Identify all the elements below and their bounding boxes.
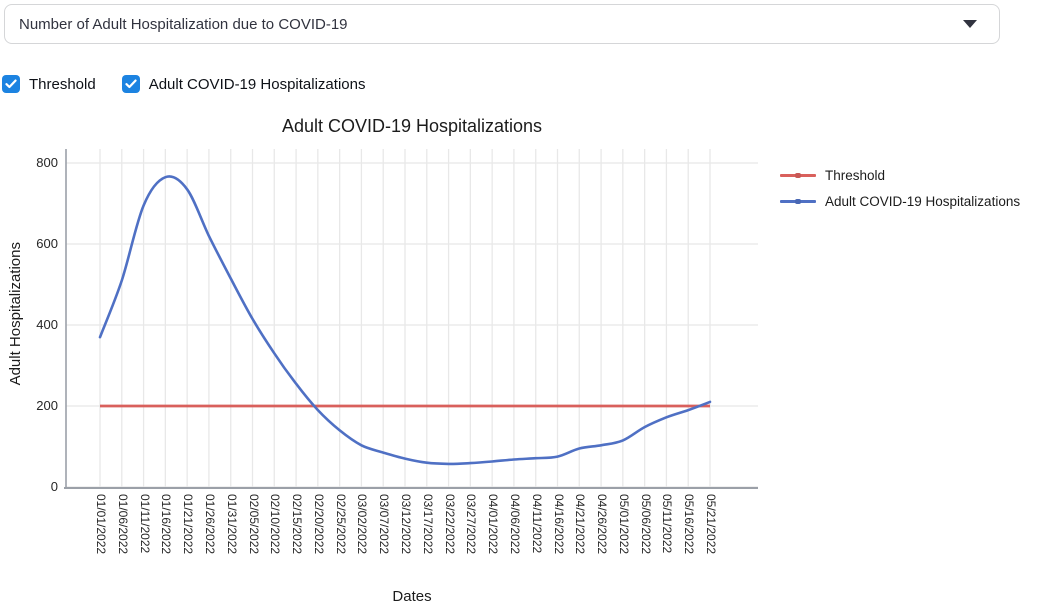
y-tick-label: 400 bbox=[36, 317, 58, 332]
y-tick-label: 0 bbox=[50, 479, 58, 494]
x-tick-label: 05/11/2022 bbox=[660, 494, 675, 554]
x-tick-label: 05/21/2022 bbox=[704, 494, 718, 555]
legend-item-threshold: Threshold bbox=[780, 162, 1020, 188]
line-chart-plot bbox=[64, 149, 758, 489]
x-tick-label: 03/02/2022 bbox=[355, 494, 370, 555]
x-tick-label: 01/26/2022 bbox=[202, 494, 217, 555]
x-tick-label: 04/11/2022 bbox=[529, 494, 544, 554]
metric-select-value: Number of Adult Hospitalization due to C… bbox=[19, 15, 348, 33]
checkbox-checked-box[interactable] bbox=[2, 75, 20, 93]
x-tick-label: 04/01/2022 bbox=[486, 494, 501, 555]
checkbox-checked-box[interactable] bbox=[121, 75, 140, 93]
hospitalizations-line bbox=[98, 175, 712, 466]
chart-title: Adult COVID-19 Hospitalizations bbox=[281, 116, 543, 136]
y-tick-label: 200 bbox=[36, 398, 58, 413]
checkmark-icon bbox=[5, 79, 17, 89]
checkmark-icon bbox=[125, 79, 137, 89]
x-tick-label: 01/06/2022 bbox=[115, 494, 130, 555]
x-tick-label: 02/15/2022 bbox=[290, 494, 305, 555]
y-axis-title: Adult Hospitalizations bbox=[6, 242, 24, 386]
x-tick-label: 04/06/2022 bbox=[507, 494, 522, 555]
y-tick-label: 800 bbox=[36, 155, 58, 170]
checkbox-threshold[interactable]: Threshold bbox=[2, 75, 96, 93]
legend-line-hospitalizations bbox=[780, 199, 816, 203]
series-toggle-row: Threshold Adult COVID-19 Hospitalization… bbox=[2, 75, 365, 93]
x-tick-label: 02/25/2022 bbox=[333, 494, 348, 555]
metric-select-dropdown[interactable]: Number of Adult Hospitalization due to C… bbox=[4, 4, 1000, 44]
x-tick-label: 02/05/2022 bbox=[246, 494, 261, 555]
chart-legend: Threshold Adult COVID-19 Hospitalization… bbox=[780, 162, 1020, 214]
x-tick-label: 03/27/2022 bbox=[464, 494, 479, 555]
x-tick-label: 05/01/2022 bbox=[616, 494, 631, 555]
x-tick-label: 04/26/2022 bbox=[595, 494, 610, 555]
x-tick-label: 03/22/2022 bbox=[442, 494, 457, 555]
dropdown-caret-icon bbox=[963, 20, 977, 28]
x-tick-label: 01/01/2022 bbox=[94, 494, 108, 555]
x-tick-label: 03/17/2022 bbox=[420, 494, 435, 555]
x-tick-label: 01/31/2022 bbox=[224, 494, 239, 555]
x-tick-label: 03/07/2022 bbox=[377, 494, 392, 555]
y-tick-label: 600 bbox=[36, 236, 58, 251]
x-tick-label: 01/16/2022 bbox=[159, 494, 174, 555]
x-tick-label: 02/10/2022 bbox=[268, 494, 283, 555]
x-tick-label: 03/12/2022 bbox=[399, 494, 413, 555]
legend-line-threshold bbox=[780, 173, 816, 177]
x-tick-label: 04/21/2022 bbox=[573, 494, 588, 555]
legend-item-hospitalizations: Adult COVID-19 Hospitalizations bbox=[780, 188, 1020, 214]
checkbox-hospitalizations-label: Adult COVID-19 Hospitalizations bbox=[148, 75, 366, 93]
x-tick-label: 02/20/2022 bbox=[311, 494, 326, 555]
x-tick-label: 05/16/2022 bbox=[682, 494, 697, 555]
checkbox-threshold-label: Threshold bbox=[29, 75, 96, 93]
x-tick-label: 04/16/2022 bbox=[551, 494, 566, 555]
x-axis-title: Dates bbox=[392, 588, 432, 605]
checkbox-hospitalizations[interactable]: Adult COVID-19 Hospitalizations bbox=[121, 75, 366, 93]
x-tick-label: 01/11/2022 bbox=[137, 494, 152, 554]
x-tick-label: 05/06/2022 bbox=[638, 494, 653, 555]
legend-label-hospitalizations: Adult COVID-19 Hospitalizations bbox=[825, 193, 1021, 209]
legend-label-threshold: Threshold bbox=[825, 167, 886, 183]
x-tick-label: 01/21/2022 bbox=[181, 494, 196, 555]
